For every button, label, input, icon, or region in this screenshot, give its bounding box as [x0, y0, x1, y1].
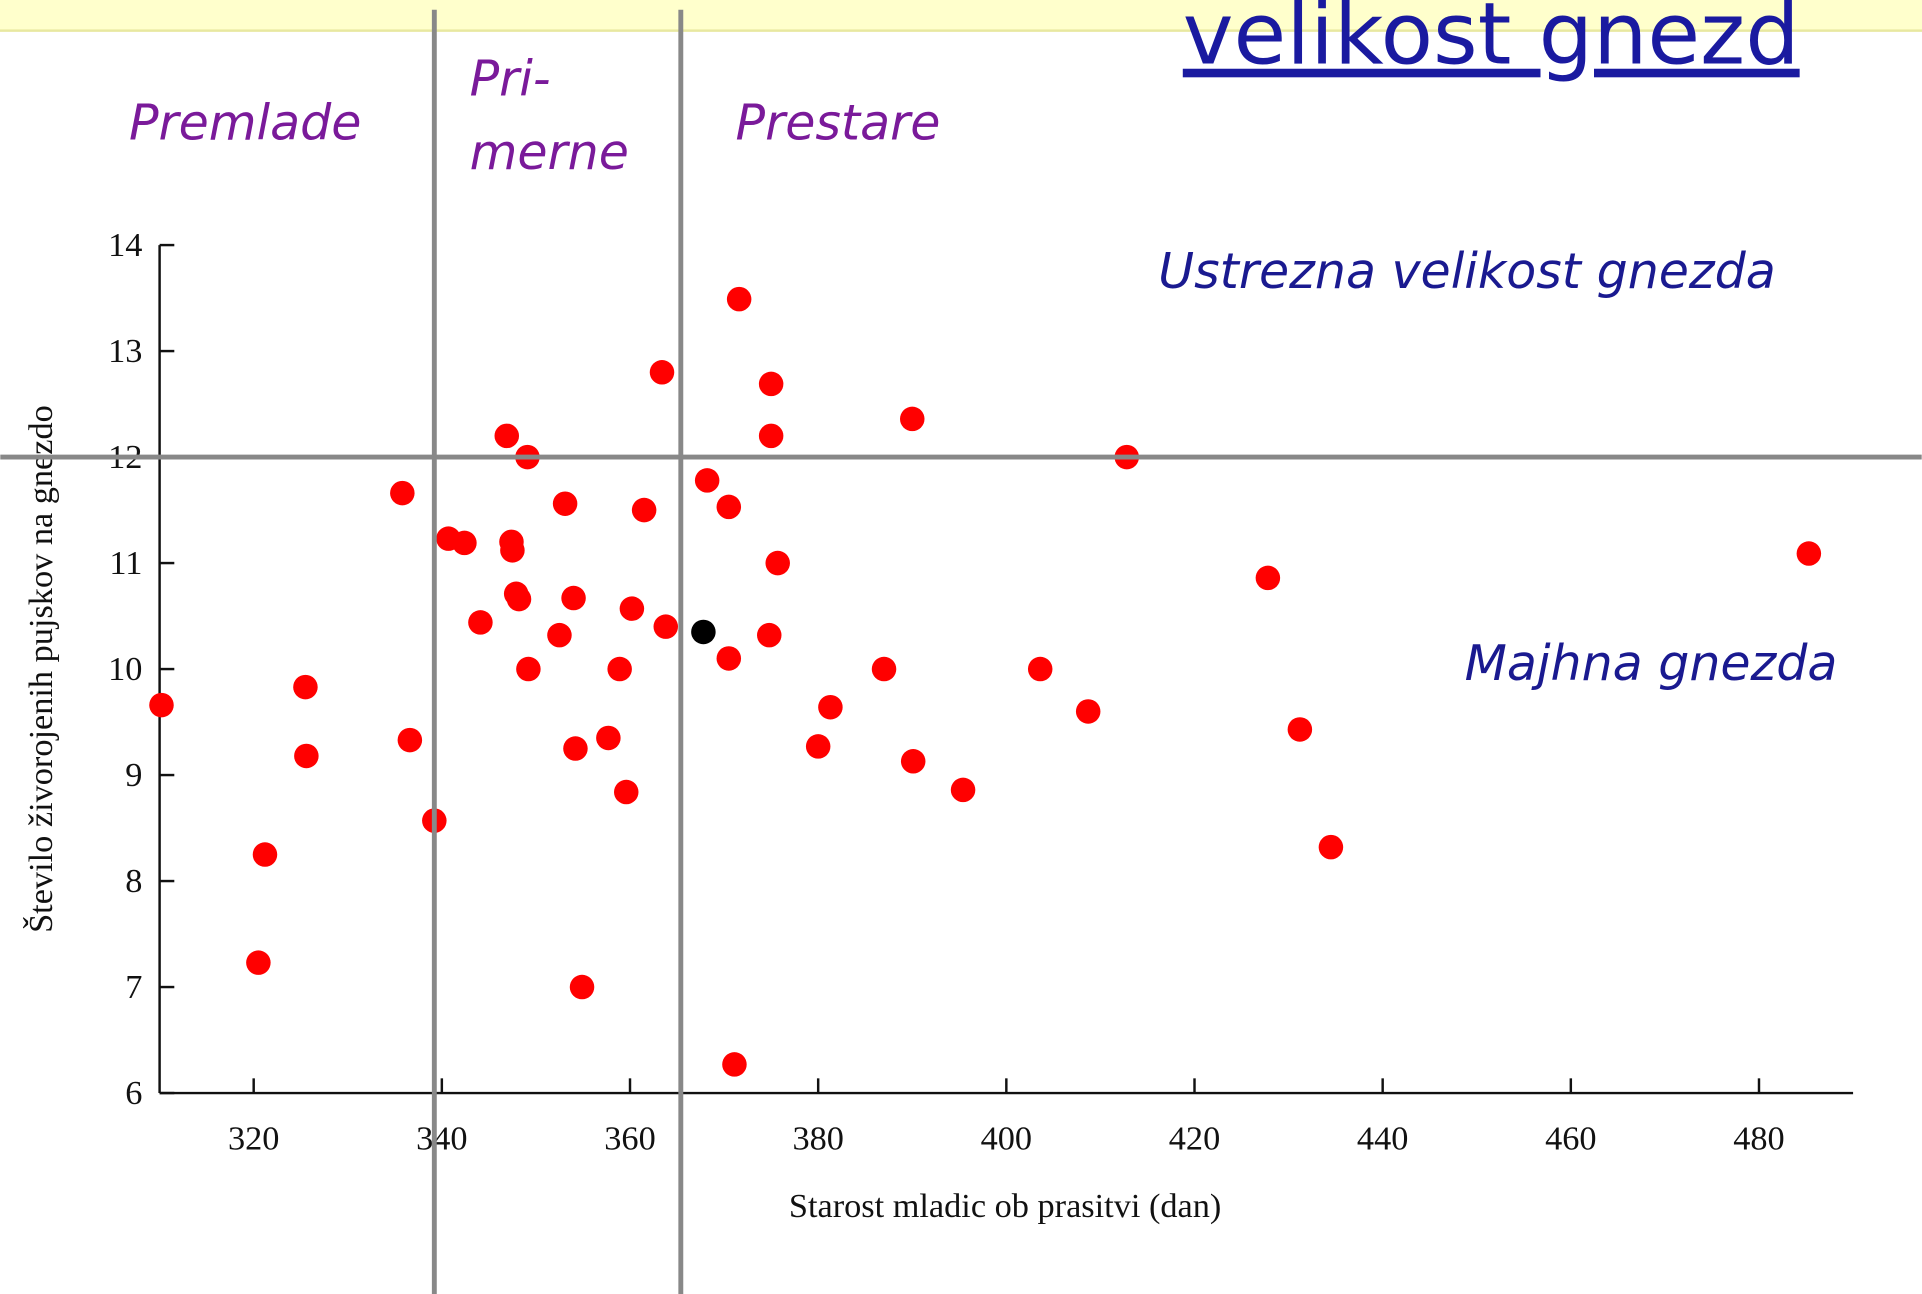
- point: [561, 585, 586, 611]
- point: [631, 497, 657, 523]
- point: [756, 622, 782, 648]
- point: [397, 727, 423, 753]
- point: [252, 842, 278, 867]
- x-tick-label: 340: [416, 1119, 467, 1157]
- annotation: Pri-: [470, 51, 551, 108]
- y-tick-label: 6: [125, 1074, 142, 1112]
- x-tick-label: 460: [1545, 1119, 1596, 1157]
- y-tick-label: 7: [125, 968, 142, 1006]
- annotation: Premlade: [129, 95, 361, 152]
- x-tick-label: 380: [792, 1119, 843, 1157]
- point: [500, 538, 525, 563]
- annotation: merne: [470, 124, 629, 181]
- point: [716, 494, 742, 520]
- x-tick-label: 360: [604, 1119, 655, 1157]
- point: [1796, 541, 1822, 566]
- point: [516, 656, 541, 682]
- point: [649, 360, 675, 385]
- point: [1287, 717, 1313, 742]
- x-tick-label: 420: [1169, 1119, 1220, 1157]
- point: [1027, 656, 1053, 682]
- point: [552, 491, 578, 516]
- annotation: Majhna gnezda: [1465, 635, 1838, 692]
- point: [900, 749, 926, 774]
- point: [871, 656, 897, 682]
- point: [726, 286, 752, 312]
- point: [653, 614, 679, 639]
- y-tick-label: 14: [108, 226, 142, 264]
- point: [1075, 699, 1101, 724]
- point: [758, 371, 784, 397]
- point: [1255, 565, 1281, 591]
- point: [547, 622, 572, 648]
- y-tick-label: 8: [125, 862, 142, 900]
- x-tick-label: 400: [981, 1119, 1032, 1157]
- y-tick-label: 11: [109, 544, 142, 582]
- point: [468, 610, 493, 635]
- point: [765, 550, 790, 576]
- point: [758, 423, 784, 449]
- point: [569, 974, 595, 1000]
- point: [596, 725, 621, 751]
- point: [805, 734, 831, 759]
- point: [149, 692, 174, 718]
- point: [694, 468, 720, 493]
- point: [1318, 834, 1344, 860]
- y-axis-label: Število živorojenih pujskov na gnezdo: [22, 405, 60, 933]
- point: [506, 586, 532, 612]
- point: [613, 779, 639, 805]
- point: [722, 1052, 747, 1077]
- x-tick-label: 480: [1733, 1119, 1784, 1157]
- point: [716, 646, 742, 671]
- y-tick-label: 10: [108, 650, 142, 688]
- point: [293, 674, 318, 700]
- annotation: Prestare: [736, 95, 941, 152]
- point: [294, 743, 319, 769]
- point: [452, 530, 477, 556]
- point: [818, 694, 843, 720]
- point: [494, 423, 520, 449]
- point: [246, 950, 271, 975]
- y-tick-label: 9: [125, 756, 142, 794]
- point: [950, 777, 976, 803]
- point: [691, 619, 716, 645]
- y-tick-label: 13: [108, 332, 142, 370]
- header-band: [0, 0, 1922, 32]
- point: [390, 480, 415, 506]
- x-tick-label: 440: [1357, 1119, 1408, 1157]
- point: [900, 406, 925, 432]
- point: [619, 596, 645, 621]
- chart-title: velikost gnezd: [1183, 0, 1800, 85]
- x-tick-label: 320: [228, 1119, 279, 1157]
- annotation: Ustrezna velikost gnezda: [1158, 243, 1775, 300]
- point: [563, 736, 588, 761]
- x-axis-label: Starost mladic ob prasitvi (dan): [789, 1187, 1221, 1225]
- point: [607, 656, 632, 682]
